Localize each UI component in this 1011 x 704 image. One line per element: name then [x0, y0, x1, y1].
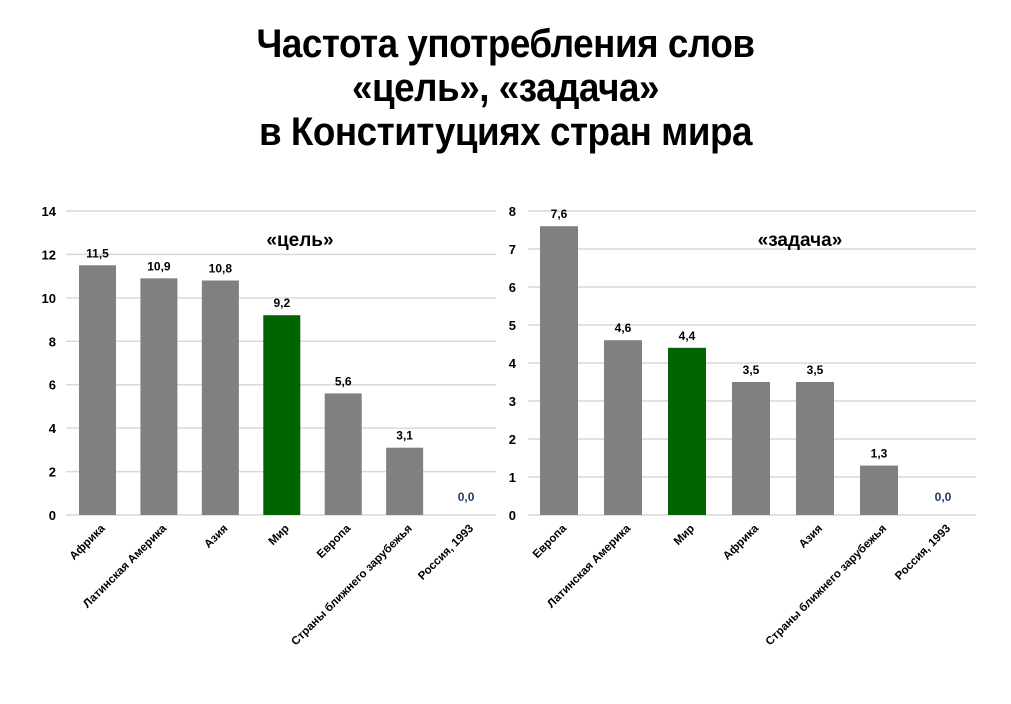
bar	[732, 382, 770, 515]
y-tick-label: 4	[509, 356, 517, 371]
data-label: 4,6	[615, 321, 632, 335]
bar	[79, 265, 116, 515]
data-label: 10,9	[147, 259, 171, 273]
bar	[860, 465, 898, 515]
page-title: Частота употребления слов «цель», «задач…	[40, 22, 970, 154]
title-line-1: Частота употребления слов	[256, 22, 755, 66]
category-label: Россия, 1993	[893, 523, 953, 583]
category-label: Азия	[797, 523, 825, 551]
bar	[263, 315, 301, 515]
category-label: Африка	[68, 522, 108, 562]
bar	[324, 393, 362, 515]
y-tick-label: 5	[509, 318, 516, 333]
y-tick-label: 6	[49, 378, 56, 393]
bar	[540, 226, 578, 515]
category-label: Россия, 1993	[416, 523, 476, 583]
bar	[668, 347, 706, 515]
data-label: 9,2	[273, 296, 290, 310]
category-label: Африка	[721, 522, 761, 562]
category-label: Азия	[202, 523, 230, 551]
y-tick-label: 7	[509, 242, 516, 257]
bar	[386, 447, 424, 515]
chart-tsel: 02468101214«цель»11,5Африка10,9Латинская…	[42, 204, 496, 648]
data-label: 5,6	[335, 374, 352, 388]
y-tick-label: 3	[509, 394, 516, 409]
category-label: Страны ближнего зарубежья	[764, 523, 889, 648]
data-label: 3,5	[743, 363, 760, 377]
bar	[796, 382, 834, 515]
category-label: Мир	[672, 523, 697, 548]
y-tick-label: 2	[509, 432, 516, 447]
data-label: 0,0	[935, 490, 952, 504]
y-tick-label: 10	[42, 291, 56, 306]
data-label: 4,4	[679, 329, 696, 343]
data-label: 11,5	[86, 246, 109, 260]
chart-title: «задача»	[758, 230, 843, 251]
bar	[140, 278, 178, 515]
data-label: 0,0	[458, 490, 475, 504]
y-tick-label: 2	[49, 465, 56, 480]
y-tick-label: 0	[49, 508, 56, 523]
y-tick-label: 8	[509, 204, 516, 219]
title-line-3: в Конституциях стран мира	[258, 110, 753, 154]
category-label: Мир	[267, 523, 292, 548]
bar	[201, 280, 239, 515]
chart-title: «цель»	[266, 230, 333, 251]
y-tick-label: 8	[49, 334, 56, 349]
y-tick-label: 14	[42, 204, 57, 219]
category-label: Европа	[531, 522, 570, 561]
bar	[604, 340, 642, 515]
category-label: Страны ближнего зарубежья	[289, 523, 414, 648]
title-line-2: «цель», «задача»	[351, 66, 660, 110]
y-tick-label: 4	[49, 421, 57, 436]
data-label: 3,1	[396, 429, 413, 443]
y-tick-label: 12	[42, 247, 56, 262]
y-tick-label: 6	[509, 280, 516, 295]
data-label: 1,3	[871, 447, 888, 461]
y-tick-label: 1	[509, 470, 516, 485]
y-tick-label: 0	[509, 508, 516, 523]
data-label: 10,8	[209, 261, 233, 275]
data-label: 3,5	[807, 363, 824, 377]
data-label: 7,6	[551, 207, 568, 221]
category-label: Европа	[315, 522, 354, 561]
